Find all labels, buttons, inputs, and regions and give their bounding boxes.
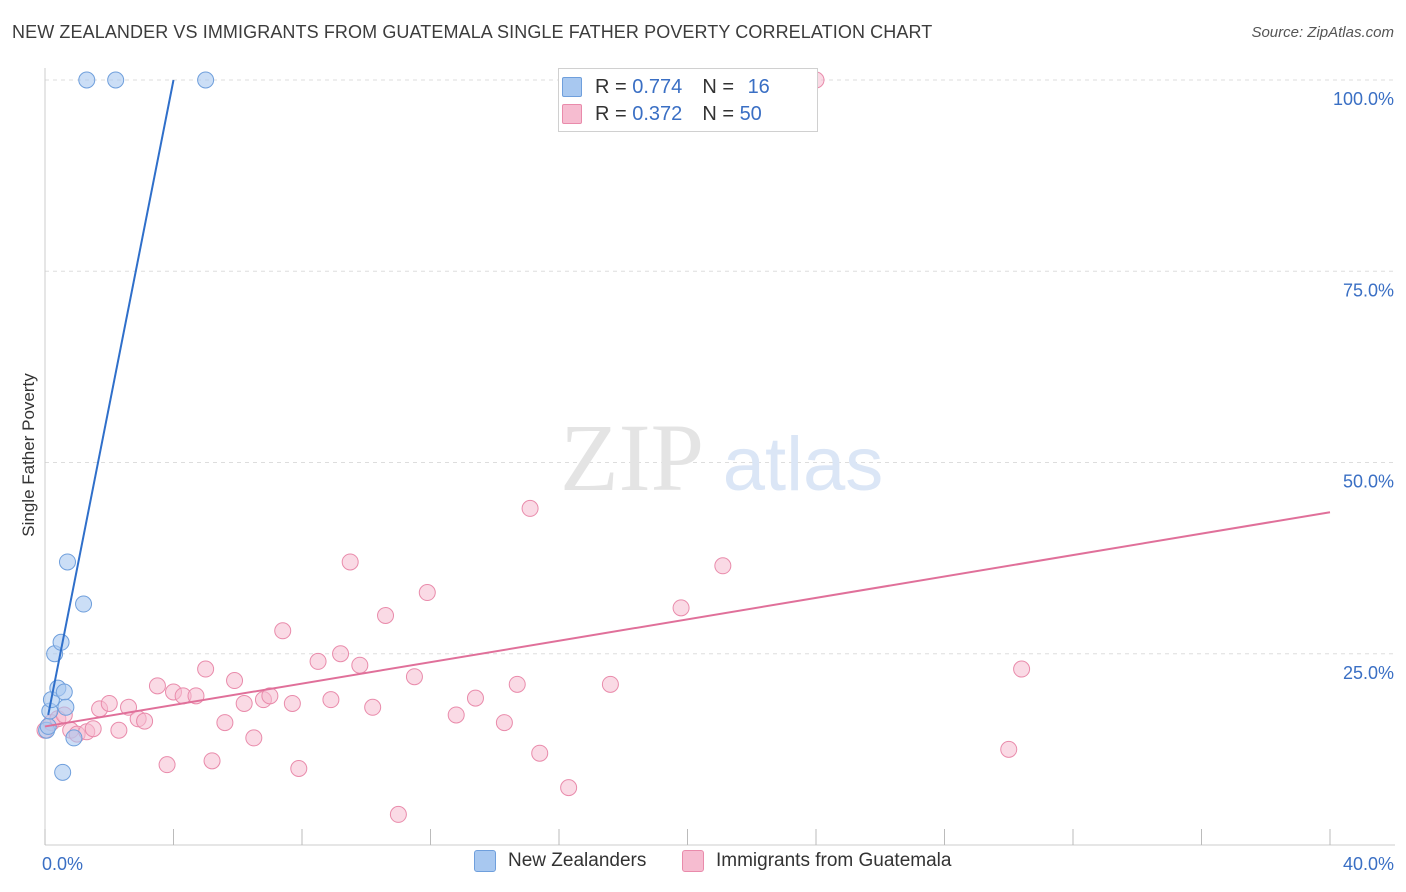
data-point-guatemala: [672, 599, 690, 617]
bottom-legend-guatemala[interactable]: Immigrants from Guatemala: [682, 850, 951, 872]
data-point-guatemala: [508, 675, 526, 693]
data-point-nz: [197, 71, 215, 89]
data-point-guatemala: [216, 714, 234, 732]
data-point-guatemala: [203, 752, 221, 770]
data-point-guatemala: [495, 714, 513, 732]
legend-n-label: N =: [702, 102, 740, 125]
data-point-nz: [78, 71, 96, 89]
trend-line-nz: [47, 79, 175, 716]
data-point-guatemala: [136, 712, 154, 730]
source-label: Source: ZipAtlas.com: [1251, 24, 1394, 41]
legend-n-label: N =: [702, 75, 740, 98]
data-point-guatemala: [1013, 660, 1031, 678]
watermark: ZIP atlas: [560, 404, 883, 511]
data-point-guatemala: [560, 779, 578, 797]
bottom-legend-nz[interactable]: New Zealanders: [474, 850, 646, 872]
trend-line-guatemala: [44, 511, 1331, 728]
watermark-atlas: atlas: [723, 422, 884, 507]
data-point-guatemala: [466, 689, 484, 707]
y-tick-label: 25.0%: [1343, 663, 1394, 683]
data-point-guatemala: [332, 645, 350, 663]
data-point-guatemala: [377, 607, 395, 624]
data-point-guatemala: [158, 756, 176, 774]
data-point-guatemala: [226, 672, 244, 690]
data-point-guatemala: [447, 706, 465, 724]
data-point-guatemala: [601, 675, 619, 693]
data-point-nz: [58, 553, 76, 571]
bottom-legend-label-nz: New Zealanders: [508, 850, 647, 871]
legend-n-value: 16: [747, 75, 770, 98]
legend-r-value: 0.774: [632, 75, 683, 98]
y-tick-label: 75.0%: [1343, 280, 1394, 300]
legend-swatch-guatemala: [562, 104, 582, 124]
data-point-guatemala: [110, 721, 128, 739]
stats-legend: R = 0.774 N = 16 R = 0.372 N = 50: [558, 68, 818, 132]
data-point-nz: [54, 763, 72, 781]
bottom-legend: New Zealanders Immigrants from Guatemala: [0, 850, 1406, 878]
legend-n-value: 50: [739, 102, 762, 125]
data-point-nz: [57, 698, 75, 716]
data-point-guatemala: [322, 691, 340, 709]
chart-title: NEW ZEALANDER VS IMMIGRANTS FROM GUATEMA…: [12, 22, 933, 42]
legend-r-label: R =: [595, 75, 633, 98]
data-point-guatemala: [389, 805, 407, 823]
y-axis-label: Single Father Poverty: [19, 373, 38, 537]
data-point-guatemala: [261, 687, 279, 705]
data-point-guatemala: [364, 698, 382, 716]
legend-row-guatemala: R = 0.372 N = 50: [562, 101, 762, 127]
legend-r-label: R =: [595, 102, 633, 125]
data-point-nz: [75, 595, 93, 613]
data-point-nz: [107, 71, 125, 89]
data-point-guatemala: [274, 622, 292, 640]
data-point-guatemala: [341, 553, 359, 571]
data-point-guatemala: [197, 660, 215, 678]
data-point-guatemala: [100, 694, 118, 712]
data-point-guatemala: [351, 656, 369, 674]
data-point-guatemala: [283, 694, 301, 712]
data-point-guatemala: [1000, 740, 1018, 758]
trend-lines: [44, 79, 1331, 728]
legend-row-nz: R = 0.774 N = 16: [562, 74, 770, 100]
data-point-guatemala: [290, 760, 308, 777]
bottom-legend-label-guatemala: Immigrants from Guatemala: [716, 850, 952, 871]
tick-labels: 25.0% 50.0% 75.0% 100.0% 0.0% 40.0%: [42, 89, 1394, 874]
bottom-legend-swatch-nz: [474, 850, 496, 872]
y-tick-label: 50.0%: [1343, 472, 1394, 492]
data-point-guatemala: [405, 668, 423, 686]
data-point-guatemala: [714, 557, 732, 575]
watermark-zip: ZIP: [560, 404, 704, 511]
axes: [44, 68, 1395, 846]
data-point-nz: [55, 683, 73, 701]
data-point-guatemala: [235, 694, 253, 712]
data-point-nz: [65, 729, 83, 747]
legend-swatch-nz: [562, 77, 582, 97]
data-point-guatemala: [245, 729, 263, 747]
series-nz-points: [38, 71, 215, 781]
data-point-guatemala: [148, 677, 166, 695]
data-point-guatemala: [418, 584, 436, 602]
x-tick-label: 0.0%: [42, 854, 83, 874]
data-point-guatemala: [531, 744, 549, 762]
data-point-guatemala: [84, 720, 102, 738]
x-tick-label: 40.0%: [1343, 854, 1394, 874]
data-point-guatemala: [309, 652, 327, 670]
data-point-guatemala: [521, 499, 539, 517]
bottom-legend-swatch-guatemala: [682, 850, 704, 872]
legend-r-value: 0.372: [632, 102, 683, 125]
y-tick-label: 100.0%: [1333, 89, 1394, 109]
